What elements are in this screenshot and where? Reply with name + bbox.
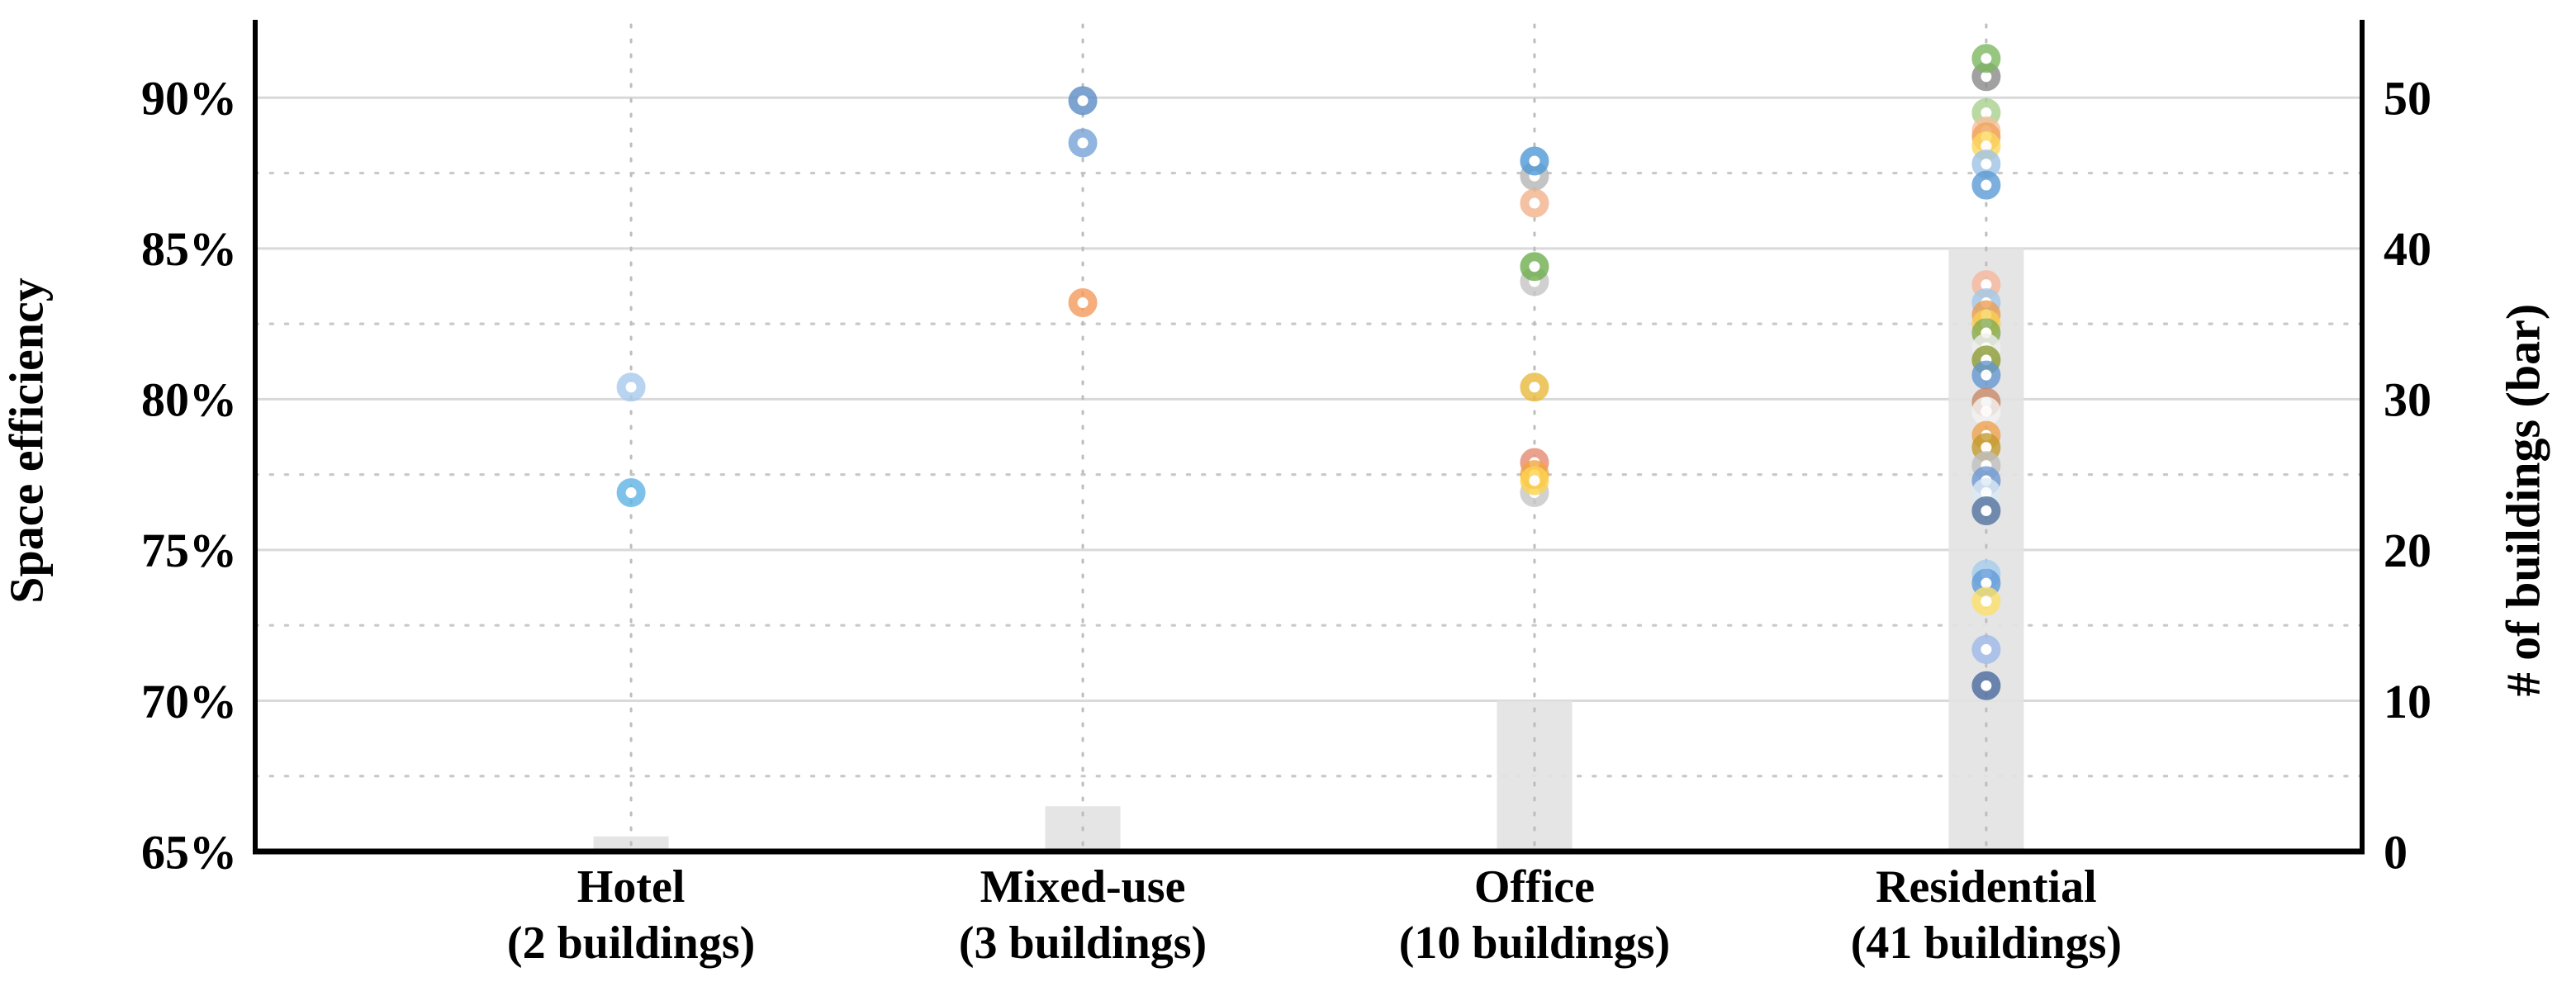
scatter-point-center xyxy=(1077,94,1089,107)
scatter-point xyxy=(1068,288,1098,318)
scatter-point xyxy=(616,372,646,402)
left-axis-tick-label: 80% xyxy=(141,373,237,427)
scatter-point-center xyxy=(1980,179,1992,192)
scatter-point-center xyxy=(1980,595,1992,607)
x-axis-category-sublabel: (41 buildings) xyxy=(1851,918,2122,969)
scatter-point xyxy=(1520,466,1549,496)
scatter-point-center xyxy=(1980,140,1992,152)
scatter-point-center xyxy=(1077,137,1089,149)
x-axis-category-label: Residential xyxy=(1876,861,2097,913)
scatter-point-center xyxy=(1528,154,1540,167)
scatter-point-center xyxy=(1077,296,1089,309)
x-axis-category-label: Mixed-use xyxy=(980,861,1186,913)
left-axis-tick-label: 90% xyxy=(141,72,237,126)
scatter-point-center xyxy=(1980,70,1992,83)
x-axis-category-sublabel: (2 buildings) xyxy=(507,918,755,969)
scatter-point-center xyxy=(1528,197,1540,210)
scatter-point-center xyxy=(1980,369,1992,382)
x-axis-category-label: Hotel xyxy=(577,861,686,913)
right-axis-tick-label: 30 xyxy=(2384,373,2431,427)
scatter-point xyxy=(1068,86,1098,116)
right-axis-title: # of buildings (bar) xyxy=(2496,303,2550,697)
scatter-point-center xyxy=(1980,505,1992,517)
left-axis-tick-label: 75% xyxy=(141,524,237,577)
scatter-point-center xyxy=(1980,643,1992,656)
scatter-point xyxy=(1971,634,2001,664)
scatter-point-center xyxy=(1980,441,1992,453)
scatter-point xyxy=(616,478,646,508)
left-axis-tick-label: 70% xyxy=(141,675,237,728)
scatter-point-center xyxy=(1528,260,1540,273)
scatter-point-center xyxy=(1980,52,1992,64)
scatter-point-center xyxy=(1980,107,1992,119)
scatter-point-center xyxy=(1980,680,1992,692)
scatter-point-center xyxy=(1980,486,1992,499)
scatter-point xyxy=(1520,146,1549,176)
scatter-point xyxy=(1971,496,2001,525)
scatter-point-center xyxy=(1980,577,1992,590)
scatter-point-center xyxy=(1528,474,1540,486)
scatter-point-center xyxy=(625,381,638,393)
right-axis-tick-label: 0 xyxy=(2384,825,2408,879)
right-axis-tick-label: 10 xyxy=(2384,675,2431,728)
scatter-point-center xyxy=(1980,158,1992,170)
left-axis-tick-label: 65% xyxy=(141,825,237,879)
scatter-point xyxy=(1520,188,1549,218)
scatter-point-center xyxy=(1528,381,1540,393)
scatter-point xyxy=(1971,586,2001,616)
right-axis-tick-label: 40 xyxy=(2384,222,2431,276)
scatter-point xyxy=(1068,128,1098,158)
right-axis-tick-label: 50 xyxy=(2384,72,2431,126)
scatter-point xyxy=(1971,44,2001,74)
right-axis-tick-label: 20 xyxy=(2384,524,2431,577)
x-axis-category-sublabel: (3 buildings) xyxy=(959,918,1207,969)
scatter-point-center xyxy=(1980,405,1992,417)
x-axis-category-sublabel: (10 buildings) xyxy=(1399,918,1670,969)
scatter-point xyxy=(1520,372,1549,402)
x-axis-category-label: Office xyxy=(1474,861,1595,913)
left-axis-title: Space efficiency xyxy=(0,277,54,604)
scatter-point xyxy=(1971,360,2001,390)
scatter-point xyxy=(1971,170,2001,200)
scatter-point-center xyxy=(1980,278,1992,291)
left-axis-tick-label: 85% xyxy=(141,222,237,276)
scatter-point xyxy=(1520,252,1549,282)
scatter-point xyxy=(1971,671,2001,700)
scatter-point-center xyxy=(625,486,638,499)
